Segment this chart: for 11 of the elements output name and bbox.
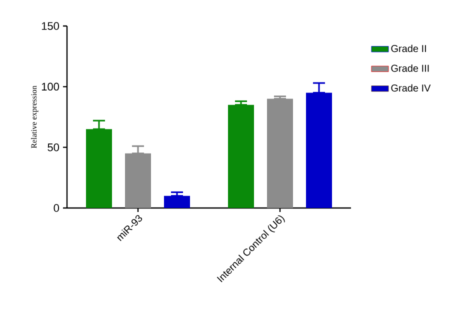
bar: [164, 196, 190, 208]
bar: [267, 98, 294, 208]
y-tick-label: 0: [54, 204, 60, 212]
legend-label: Grade II: [391, 44, 426, 52]
y-tick-label: 100: [42, 82, 60, 91]
legend-label: Grade IV: [391, 84, 431, 92]
y-tick-label: 150: [42, 22, 60, 30]
y-axis-title: Relative expression: [30, 86, 38, 148]
bar: [228, 104, 254, 208]
y-tick-label: 50: [48, 143, 60, 152]
legend-label: Grade III: [391, 64, 429, 72]
